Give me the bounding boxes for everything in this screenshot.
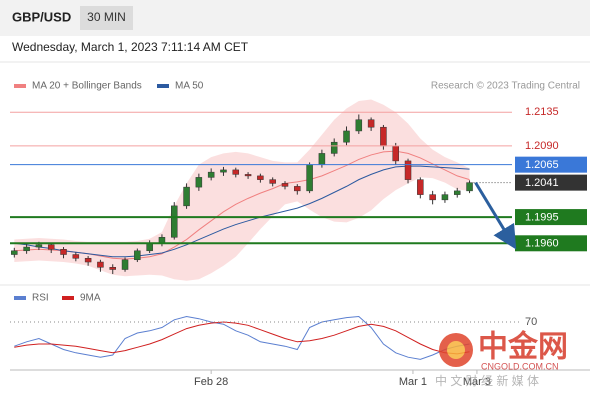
candle-body bbox=[429, 194, 436, 201]
legend-label: RSI bbox=[32, 293, 49, 304]
rsi-line bbox=[14, 315, 470, 360]
legend-swatch bbox=[157, 84, 169, 88]
legend-swatch bbox=[14, 296, 26, 300]
candle-body bbox=[35, 244, 43, 248]
level-badge bbox=[515, 209, 587, 226]
forecast-arrow bbox=[474, 181, 517, 250]
watermark: 中金网 CNGOLD.COM.CN 中 文 财 经 新 媒 体 bbox=[435, 330, 568, 389]
legend-label: 9MA bbox=[80, 293, 101, 304]
candle-body bbox=[466, 182, 473, 192]
x-tick-label: Mar 3 bbox=[463, 376, 491, 388]
legend-swatch bbox=[62, 296, 74, 300]
candle-body bbox=[380, 126, 387, 147]
credit: Research © 2023 Trading Central bbox=[431, 81, 580, 92]
level-label: 1.2065 bbox=[525, 159, 559, 171]
candle-body bbox=[417, 179, 424, 195]
candle-body bbox=[97, 261, 104, 268]
level-label: 1.2041 bbox=[525, 177, 559, 189]
level-badge bbox=[515, 156, 587, 173]
candle-body bbox=[47, 244, 55, 250]
level-badge bbox=[515, 235, 587, 252]
candle-body bbox=[146, 243, 153, 252]
candle-body bbox=[343, 130, 350, 143]
candle-body bbox=[232, 169, 240, 175]
watermark-site: CNGOLD.COM.CN bbox=[481, 361, 559, 371]
candle-body bbox=[109, 267, 116, 270]
rsi-plot bbox=[14, 315, 470, 360]
candle-body bbox=[171, 205, 178, 238]
x-tick-label: Mar 1 bbox=[399, 376, 427, 388]
watermark-tagline: 中 文 财 经 新 媒 体 bbox=[435, 373, 539, 388]
candle-body bbox=[207, 171, 215, 178]
candle-body bbox=[121, 259, 129, 270]
candle-body bbox=[72, 254, 80, 259]
legend-label: MA 20 + Bollinger Bands bbox=[32, 81, 142, 92]
legend-swatch bbox=[14, 84, 26, 88]
rsi-line bbox=[14, 321, 470, 355]
candle-body bbox=[281, 183, 289, 187]
candle-body bbox=[355, 119, 363, 132]
candle-body bbox=[404, 160, 412, 180]
level-badge bbox=[515, 174, 587, 191]
candle-body bbox=[306, 164, 313, 192]
candle-body bbox=[134, 250, 141, 261]
watermark-logo-mark bbox=[447, 341, 465, 359]
candle-body bbox=[195, 177, 203, 188]
candle-body bbox=[183, 186, 190, 207]
symbol: GBP/USD bbox=[12, 9, 71, 24]
candle-body bbox=[330, 141, 338, 154]
x-tick-label: Feb 28 bbox=[194, 376, 228, 388]
price-plot bbox=[11, 99, 473, 281]
level-label: 1.2135 bbox=[525, 106, 559, 118]
candle-body bbox=[367, 119, 375, 128]
level-label: 1.1995 bbox=[525, 211, 559, 223]
candle-body bbox=[60, 249, 67, 255]
candle-body bbox=[84, 258, 92, 263]
legend-label: MA 50 bbox=[175, 81, 204, 92]
candle-body bbox=[257, 175, 264, 180]
timeframe[interactable]: 30 MIN bbox=[87, 10, 126, 24]
candle-body bbox=[318, 153, 326, 165]
candle-body bbox=[294, 186, 301, 192]
watermark-logo: 中金网 bbox=[478, 330, 568, 365]
candle-body bbox=[244, 174, 252, 177]
level-label: 1.1960 bbox=[525, 238, 559, 250]
timestamp: Wednesday, March 1, 2023 7:11:14 AM CET bbox=[12, 40, 249, 54]
bollinger-band bbox=[14, 99, 470, 281]
candle-body bbox=[23, 246, 30, 252]
ma-line bbox=[14, 165, 470, 258]
y-tick-label: 70 bbox=[525, 316, 537, 328]
level-label: 1.2090 bbox=[525, 140, 559, 152]
candle-body bbox=[220, 169, 227, 173]
candle-body bbox=[269, 179, 276, 184]
timeframe-badge[interactable] bbox=[80, 6, 133, 30]
candle-body bbox=[441, 194, 449, 201]
candle-body bbox=[11, 250, 18, 255]
candle-body bbox=[392, 145, 399, 162]
candle-body bbox=[453, 190, 461, 195]
